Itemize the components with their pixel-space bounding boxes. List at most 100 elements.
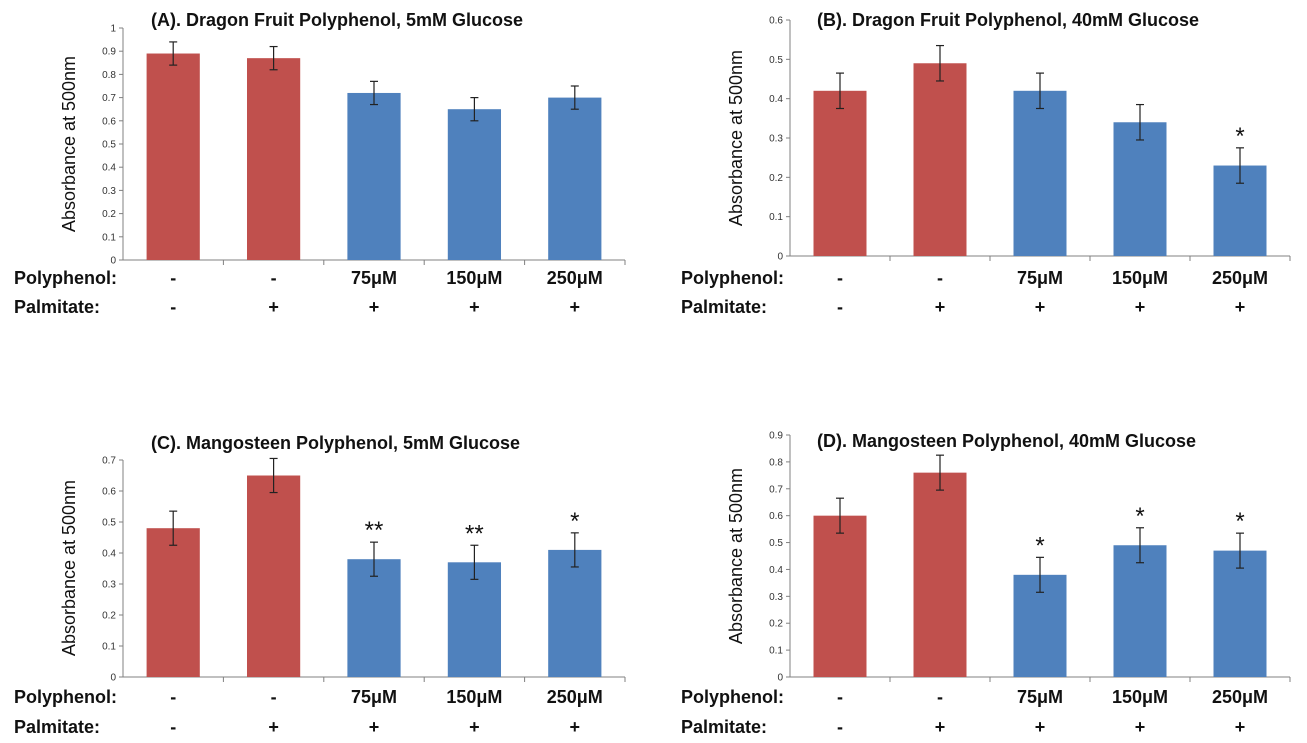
- palmitate-value: +: [1135, 297, 1146, 317]
- y-tick-label: 0.4: [102, 549, 116, 560]
- y-tick-label: 0: [110, 673, 116, 684]
- y-tick-label: 0.4: [769, 565, 783, 576]
- polyphenol-value: 250μM: [547, 687, 603, 707]
- y-tick-label: 0.1: [102, 232, 116, 243]
- significance-marker: **: [365, 517, 384, 544]
- polyphenol-value: -: [170, 687, 176, 707]
- polyphenol-value: 250μM: [1212, 268, 1268, 288]
- y-tick-label: 0.6: [769, 16, 783, 27]
- bar: [913, 472, 967, 677]
- y-tick-label: 0.7: [102, 456, 116, 467]
- y-tick-label: 0.5: [769, 55, 783, 66]
- polyphenol-value: -: [937, 687, 943, 707]
- bar: [548, 97, 602, 260]
- significance-marker: *: [1035, 532, 1044, 559]
- bar: [813, 515, 867, 677]
- bar: [1013, 90, 1067, 256]
- y-tick-label: 0.3: [769, 134, 783, 145]
- y-tick-label: 0.9: [769, 431, 783, 442]
- palmitate-value: +: [469, 297, 480, 317]
- y-tick-label: 0: [110, 256, 116, 267]
- palmitate-value: -: [837, 717, 843, 737]
- bar: [347, 92, 401, 261]
- y-tick-label: 0: [777, 673, 783, 684]
- palmitate-row-label: Palmitate:: [681, 297, 767, 317]
- y-tick-label: 0.3: [102, 186, 116, 197]
- chart-panel-b: 0 0.1 0.2 0.3 0.4 0.5 0.6 - - - +75μM +150μM + * 250μM…: [681, 10, 1291, 317]
- y-tick-label: 0.7: [769, 484, 783, 495]
- chart-panel-c: 0 0.1 0.2 0.3 0.4 0.5 0.6 0.7 - - - + ** 75μM + ** 150μM…: [14, 433, 626, 737]
- significance-marker: *: [1135, 503, 1144, 530]
- polyphenol-value: -: [170, 268, 176, 288]
- bar: [1213, 550, 1267, 677]
- palmitate-value: +: [1235, 297, 1246, 317]
- polyphenol-value: 150μM: [1112, 687, 1168, 707]
- y-tick-label: 0.4: [102, 163, 116, 174]
- polyphenol-value: -: [837, 687, 843, 707]
- polyphenol-value: 75μM: [1017, 687, 1063, 707]
- palmitate-value: +: [570, 717, 581, 737]
- chart-panel-d: 0 0.1 0.2 0.3 0.4 0.5 0.6 0.7 0.8 0.9 - - - + * 75μM + * 1…: [681, 431, 1291, 737]
- palmitate-value: +: [1135, 717, 1146, 737]
- polyphenol-value: 75μM: [351, 268, 397, 288]
- y-tick-label: 0.1: [102, 642, 116, 653]
- bar: [548, 549, 602, 677]
- y-tick-label: 0.6: [102, 487, 116, 498]
- bar: [813, 90, 867, 256]
- bar: [146, 528, 200, 677]
- polyphenol-value: 150μM: [446, 268, 502, 288]
- significance-marker: *: [570, 508, 579, 535]
- palmitate-value: +: [268, 297, 279, 317]
- y-tick-label: 0.6: [769, 511, 783, 522]
- bar: [347, 559, 401, 677]
- y-tick-label: 0.3: [769, 592, 783, 603]
- polyphenol-value: -: [937, 268, 943, 288]
- y-tick-label: 0.1: [769, 646, 783, 657]
- y-tick-label: 1: [110, 24, 116, 35]
- polyphenol-value: 150μM: [446, 687, 502, 707]
- palmitate-value: -: [837, 297, 843, 317]
- y-tick-label: 0: [777, 252, 783, 263]
- palmitate-value: +: [935, 297, 946, 317]
- palmitate-row-label: Palmitate:: [14, 297, 100, 317]
- bar: [913, 63, 967, 257]
- palmitate-value: -: [170, 297, 176, 317]
- palmitate-value: +: [369, 297, 380, 317]
- chart-title: (C). Mangosteen Polyphenol, 5mM Glucose: [151, 433, 520, 453]
- polyphenol-value: 75μM: [1017, 268, 1063, 288]
- bar: [1113, 545, 1167, 677]
- significance-marker: **: [465, 520, 484, 547]
- polyphenol-value: 250μM: [1212, 687, 1268, 707]
- polyphenol-value: -: [271, 687, 277, 707]
- bar: [447, 562, 502, 677]
- y-tick-label: 0.5: [769, 538, 783, 549]
- y-tick-label: 0.3: [102, 580, 116, 591]
- y-tick-label: 0.8: [102, 70, 116, 81]
- polyphenol-row-label: Polyphenol:: [681, 268, 784, 288]
- y-axis-label: Absorbance at 500nm: [726, 50, 746, 226]
- palmitate-value: +: [369, 717, 380, 737]
- polyphenol-value: -: [271, 268, 277, 288]
- polyphenol-value: 150μM: [1112, 268, 1168, 288]
- polyphenol-value: -: [837, 268, 843, 288]
- bar: [1113, 122, 1167, 257]
- y-tick-label: 0.1: [769, 212, 783, 223]
- palmitate-row-label: Palmitate:: [681, 717, 767, 737]
- chart-title: (D). Mangosteen Polyphenol, 40mM Glucose: [817, 431, 1196, 451]
- bar: [447, 109, 502, 260]
- y-tick-label: 0.7: [102, 93, 116, 104]
- palmitate-value: +: [935, 717, 946, 737]
- palmitate-value: +: [1035, 717, 1046, 737]
- bar: [146, 53, 200, 260]
- polyphenol-value: 250μM: [547, 268, 603, 288]
- bar: [246, 475, 301, 677]
- significance-marker: *: [1235, 123, 1244, 150]
- y-tick-label: 0.5: [102, 518, 116, 529]
- polyphenol-value: 75μM: [351, 687, 397, 707]
- polyphenol-row-label: Polyphenol:: [681, 687, 784, 707]
- bar: [246, 58, 301, 260]
- y-axis-label: Absorbance at 500nm: [59, 56, 79, 232]
- chart-title: (A). Dragon Fruit Polyphenol, 5mM Glucos…: [151, 10, 523, 30]
- significance-marker: *: [1235, 508, 1244, 535]
